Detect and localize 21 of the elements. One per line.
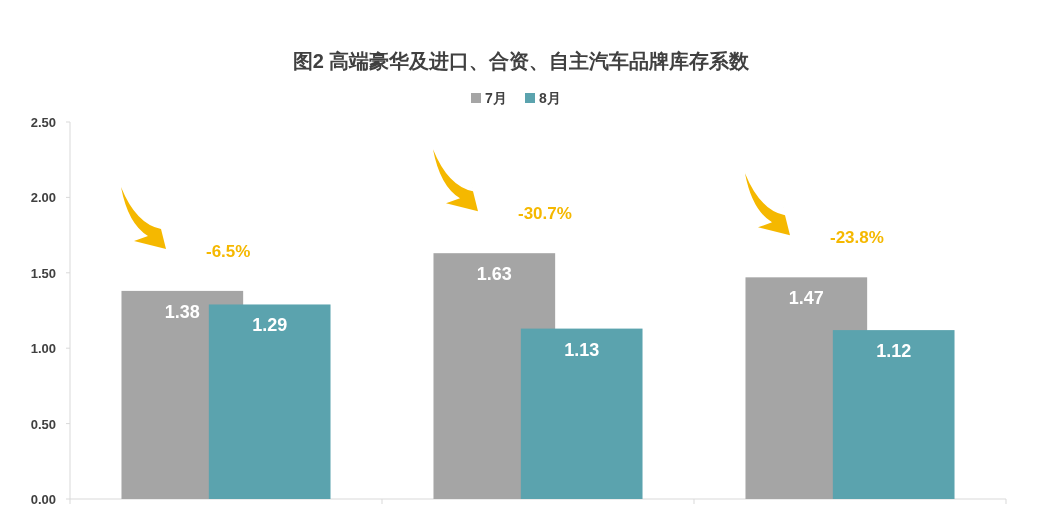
data-label: 1.63 (476, 264, 512, 285)
annotation: -23.8% (830, 228, 884, 248)
data-label: 1.29 (252, 315, 288, 336)
y-tick-label: 0.50 (30, 416, 56, 432)
y-tick-label: 1.00 (30, 341, 56, 357)
legend-label: 8月 (539, 90, 561, 106)
chart-title: 图2 高端豪华及进口、合资、自主汽车品牌库存系数 (292, 50, 751, 72)
annotation: -30.7% (518, 204, 572, 224)
y-tick-label: 2.00 (30, 190, 56, 206)
data-label: 1.13 (564, 339, 600, 360)
bar (520, 328, 643, 499)
data-label: 1.38 (164, 301, 200, 322)
data-label: 1.12 (876, 341, 912, 362)
annotation: -6.5% (206, 241, 251, 261)
y-tick-label: 2.50 (30, 115, 56, 130)
data-label: 1.47 (788, 288, 824, 309)
y-tick-label: 0.00 (30, 492, 56, 506)
bar (832, 330, 955, 499)
y-tick-label: 1.50 (30, 265, 56, 281)
legend-label: 7月 (485, 90, 507, 106)
bar (208, 304, 331, 499)
